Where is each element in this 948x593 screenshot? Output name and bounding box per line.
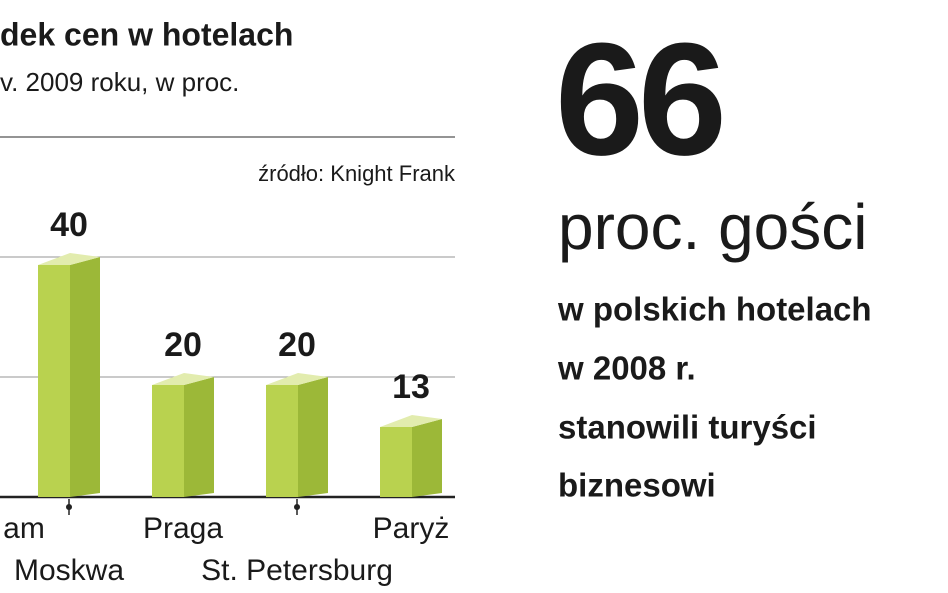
bar-top	[266, 373, 328, 385]
chart-title: dek cen w hotelach	[0, 16, 293, 52]
x-tick-label: St. Petersburg	[201, 554, 393, 587]
bar-top	[38, 253, 100, 265]
bar	[266, 385, 298, 497]
x-tick-label: am	[3, 512, 45, 545]
callout-line: w polskich hotelach	[557, 291, 872, 328]
bar-top	[152, 373, 214, 385]
callout-number: 66	[555, 9, 722, 188]
tick-dot	[66, 504, 72, 510]
x-tick-label: Paryż	[373, 512, 450, 545]
bar-side	[412, 419, 442, 497]
x-tick-label: Praga	[143, 512, 223, 545]
bar-top	[380, 415, 442, 427]
bar-side	[70, 257, 100, 497]
bar	[38, 265, 70, 497]
bar	[380, 427, 412, 497]
value-label: 20	[164, 326, 202, 364]
chart-subtitle: v. 2009 roku, w proc.	[0, 67, 239, 97]
tick-dot	[294, 504, 300, 510]
x-tick-label: Moskwa	[14, 554, 124, 587]
value-label: 20	[278, 326, 316, 364]
bar-side	[184, 377, 214, 497]
callout-line: biznesowi	[558, 467, 716, 504]
value-label: 40	[50, 206, 88, 244]
bar-side	[298, 377, 328, 497]
bar	[152, 385, 184, 497]
value-label: 13	[392, 368, 430, 406]
source: źródło: Knight Frank	[258, 161, 456, 186]
callout-line: w 2008 r.	[557, 350, 696, 387]
callout-unit: proc. gości	[558, 191, 867, 263]
callout-line: stanowili turyści	[558, 409, 817, 446]
